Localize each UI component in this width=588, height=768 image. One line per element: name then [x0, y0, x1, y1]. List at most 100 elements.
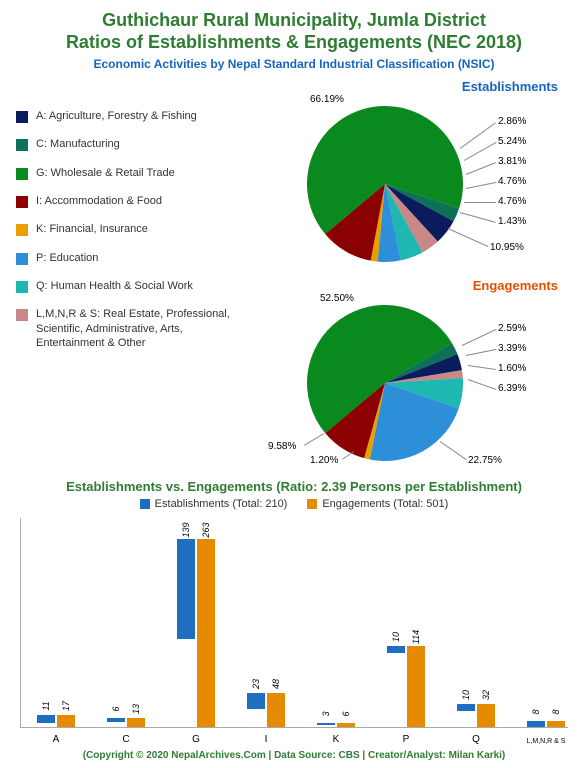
bar-value: 17: [61, 701, 71, 711]
pie-slice-label: 9.58%: [268, 441, 296, 452]
legend-swatch: [16, 309, 28, 321]
legend: A: Agriculture, Forestry & Fishing C: Man…: [10, 79, 250, 473]
bar-group: 88L,M,N,R & S: [517, 721, 575, 727]
bar-value: 48: [271, 679, 281, 689]
bar-engagements: 8: [547, 721, 565, 727]
pie-slice-label: 1.60%: [498, 363, 526, 374]
bar-value: 32: [481, 690, 491, 700]
bar-value: 263: [201, 523, 211, 538]
bar-establishments: 10: [457, 704, 475, 711]
legend-item: Q: Human Health & Social Work: [16, 279, 250, 293]
bar-legend-label: Establishments (Total: 210): [155, 498, 288, 510]
pie-slice-label: 66.19%: [310, 94, 344, 105]
pie-establishments-svg: [300, 99, 470, 269]
pie-slice-label: 3.81%: [498, 156, 526, 167]
bar-category-label: A: [27, 734, 85, 745]
bar-engagements: 114: [407, 646, 425, 727]
pie-leader-line: [466, 349, 496, 356]
bar-chart-legend: Establishments (Total: 210) Engagements (…: [10, 498, 578, 512]
title-line-2: Ratios of Establishments & Engagements (…: [66, 32, 522, 52]
pie-slice-label: 4.76%: [498, 196, 526, 207]
bar-value: 114: [411, 630, 421, 644]
bar-value: 8: [551, 710, 561, 715]
bar-value: 3: [321, 711, 331, 716]
legend-swatch: [16, 281, 28, 293]
pie-slice-label: 5.24%: [498, 136, 526, 147]
bar-engagements: 48: [267, 693, 285, 727]
bar-category-label: K: [307, 734, 365, 745]
bar-section: Establishments vs. Engagements (Ratio: 2…: [10, 479, 578, 728]
bar-group: 139263G: [167, 539, 225, 727]
legend-item: C: Manufacturing: [16, 137, 250, 151]
bar-legend-swatch: [140, 499, 150, 509]
legend-swatch: [16, 253, 28, 265]
bar-category-label: C: [97, 734, 155, 745]
pie-leader-line: [468, 379, 496, 390]
bar-establishments: 11: [37, 715, 55, 723]
pie-leader-line: [468, 365, 496, 370]
legend-label: Q: Human Health & Social Work: [36, 279, 193, 293]
bar-group: 10114P: [377, 646, 435, 727]
bar-value: 139: [181, 523, 191, 538]
pie-slice-label: 6.39%: [498, 383, 526, 394]
pie-title-establishments: Establishments: [250, 79, 578, 94]
bar-group: 36K: [307, 723, 365, 727]
legend-swatch: [16, 139, 28, 151]
bar-establishments: 10: [387, 646, 405, 653]
bar-value: 10: [461, 690, 471, 700]
legend-label: K: Financial, Insurance: [36, 222, 148, 236]
legend-label: A: Agriculture, Forestry & Fishing: [36, 109, 197, 123]
bar-category-label: L,M,N,R & S: [517, 738, 575, 745]
legend-label: G: Wholesale & Retail Trade: [36, 166, 175, 180]
bar-value: 11: [41, 701, 51, 710]
bar-value: 8: [531, 710, 541, 715]
bar-engagements: 32: [477, 704, 495, 727]
legend-swatch: [16, 196, 28, 208]
pie-leader-line: [466, 162, 496, 175]
pie-slice-label: 3.39%: [498, 343, 526, 354]
bar-value: 13: [131, 704, 141, 714]
pie-slice-label: 2.59%: [498, 323, 526, 334]
bar-legend-item: Engagements (Total: 501): [307, 498, 448, 510]
pie-title-engagements: Engagements: [250, 278, 578, 293]
bar-value: 10: [391, 632, 401, 642]
bar-value: 6: [111, 706, 121, 711]
pie-slice-label: 4.76%: [498, 176, 526, 187]
bar-chart-title: Establishments vs. Engagements (Ratio: 2…: [10, 479, 578, 494]
bar-establishments: 139: [177, 539, 195, 638]
pie-leader-line: [464, 202, 496, 203]
pie-slice-label: 2.86%: [498, 116, 526, 127]
bar-legend-swatch: [307, 499, 317, 509]
pie-engagements-svg: [300, 298, 470, 468]
legend-item: A: Agriculture, Forestry & Fishing: [16, 109, 250, 123]
footer-text: (Copyright © 2020 NepalArchives.Com | Da…: [10, 750, 578, 761]
pie-slice-label: 10.95%: [490, 242, 524, 253]
legend-swatch: [16, 168, 28, 180]
legend-item: I: Accommodation & Food: [16, 194, 250, 208]
bar-legend-label: Engagements (Total: 501): [322, 498, 448, 510]
pie-charts-area: Establishments 66.19% 2.86% 5.24% 3.81% 4.76…: [250, 79, 578, 473]
subtitle: Economic Activities by Nepal Standard In…: [10, 57, 578, 71]
top-section: A: Agriculture, Forestry & Fishing C: Man…: [10, 79, 578, 473]
legend-item: P: Education: [16, 251, 250, 265]
pie-slice-label: 52.50%: [320, 293, 354, 304]
bar-engagements: 263: [197, 539, 215, 727]
pie-slice-label: 22.75%: [468, 455, 502, 466]
bar-category-label: P: [377, 734, 435, 745]
pie-slice-label: 1.20%: [310, 455, 338, 466]
legend-item: L,M,N,R & S: Real Estate, Professional, …: [16, 307, 250, 350]
bar-establishments: 8: [527, 721, 545, 727]
bar-establishments: 3: [317, 723, 335, 725]
legend-item: G: Wholesale & Retail Trade: [16, 166, 250, 180]
pie-slice-label: 1.43%: [498, 216, 526, 227]
bar-engagements: 6: [337, 723, 355, 727]
pie-leader-line: [466, 182, 496, 189]
bar-establishments: 6: [107, 718, 125, 722]
bar-establishments: 23: [247, 693, 265, 709]
title-line-1: Guthichaur Rural Municipality, Jumla Dis…: [102, 10, 486, 30]
pie-engagements: 52.50% 2.59% 3.39% 1.60% 6.39% 22.75% 1.20% 9.5…: [250, 293, 570, 473]
bar-legend-item: Establishments (Total: 210): [140, 498, 288, 510]
legend-swatch: [16, 111, 28, 123]
bar-group: 1117A: [27, 715, 85, 727]
bar-engagements: 13: [127, 718, 145, 727]
